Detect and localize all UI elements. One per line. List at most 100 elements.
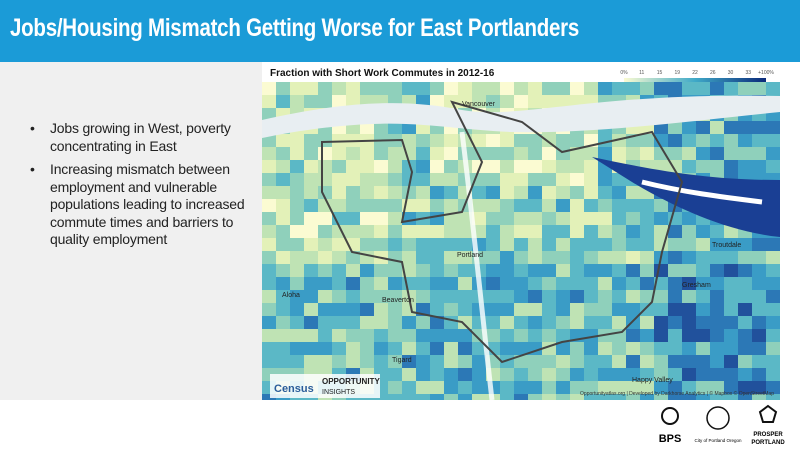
map-cell bbox=[612, 316, 626, 329]
map-cell bbox=[318, 342, 332, 355]
map-cell bbox=[430, 225, 444, 238]
map-cell bbox=[290, 264, 304, 277]
map-cell bbox=[626, 238, 640, 251]
map-cell bbox=[682, 316, 696, 329]
map-cell bbox=[388, 173, 402, 186]
map-cell bbox=[416, 394, 430, 400]
map-cell bbox=[766, 290, 780, 303]
map-cell bbox=[318, 290, 332, 303]
map-cell bbox=[388, 225, 402, 238]
map-cell bbox=[514, 225, 528, 238]
map-cell bbox=[668, 134, 682, 147]
map-cell bbox=[696, 264, 710, 277]
map-cell bbox=[682, 251, 696, 264]
map-cell bbox=[276, 355, 290, 368]
map-cell bbox=[500, 394, 514, 400]
map-cell bbox=[668, 225, 682, 238]
map-cell bbox=[290, 95, 304, 108]
map-cell bbox=[290, 316, 304, 329]
map-cell bbox=[528, 173, 542, 186]
map-cell bbox=[416, 342, 430, 355]
map-cell bbox=[402, 303, 416, 316]
map-cell bbox=[682, 329, 696, 342]
map-cell bbox=[318, 160, 332, 173]
map-cell bbox=[262, 394, 276, 400]
map-cell bbox=[500, 82, 514, 95]
map-cell bbox=[696, 134, 710, 147]
map-cell bbox=[318, 95, 332, 108]
map-cell bbox=[738, 342, 752, 355]
map-cell bbox=[430, 290, 444, 303]
map-cell bbox=[500, 173, 514, 186]
map-cell bbox=[332, 134, 346, 147]
map-cell bbox=[528, 186, 542, 199]
map-cell bbox=[584, 264, 598, 277]
map-cell bbox=[556, 303, 570, 316]
map-cell bbox=[346, 355, 360, 368]
map-cell bbox=[262, 355, 276, 368]
map-cell bbox=[528, 199, 542, 212]
map-cell bbox=[556, 134, 570, 147]
footer-logos: BPS City of Portland Oregon PROSPER PORT… bbox=[659, 404, 785, 446]
map-cell bbox=[416, 134, 430, 147]
map-cell bbox=[710, 134, 724, 147]
legend-bar bbox=[624, 78, 766, 82]
map-cell bbox=[444, 199, 458, 212]
map-cell bbox=[486, 95, 500, 108]
map-cell bbox=[318, 82, 332, 95]
map-cell bbox=[528, 238, 542, 251]
map-cell bbox=[514, 381, 528, 394]
map-cell bbox=[304, 147, 318, 160]
map-cell bbox=[514, 251, 528, 264]
place-label: Tigard bbox=[392, 357, 412, 364]
map-cell bbox=[654, 316, 668, 329]
map-cell bbox=[710, 290, 724, 303]
map-cell bbox=[626, 290, 640, 303]
map-cell bbox=[388, 329, 402, 342]
city-boundary bbox=[321, 100, 684, 364]
map-cell bbox=[262, 264, 276, 277]
map-cell bbox=[654, 160, 668, 173]
map-cell bbox=[528, 290, 542, 303]
map-cell bbox=[514, 342, 528, 355]
map-cell bbox=[682, 134, 696, 147]
map-cell bbox=[332, 290, 346, 303]
map-cell bbox=[388, 147, 402, 160]
map-cell bbox=[276, 225, 290, 238]
map-cell bbox=[556, 290, 570, 303]
map-cell bbox=[738, 368, 752, 381]
map-cell bbox=[318, 303, 332, 316]
place-label: Vancouver bbox=[462, 101, 496, 108]
map-cell bbox=[472, 394, 486, 400]
map-cell bbox=[262, 303, 276, 316]
map-cell bbox=[612, 134, 626, 147]
map-cell bbox=[262, 199, 276, 212]
place-label: Gresham bbox=[682, 282, 711, 289]
map-cell bbox=[724, 121, 738, 134]
map-cell bbox=[528, 82, 542, 95]
map-cell bbox=[402, 264, 416, 277]
map-cell bbox=[752, 394, 766, 400]
map-cell bbox=[472, 186, 486, 199]
map-cell bbox=[556, 95, 570, 108]
map-cell bbox=[402, 82, 416, 95]
map-cell bbox=[584, 199, 598, 212]
map-cell bbox=[710, 160, 724, 173]
map-cell bbox=[598, 277, 612, 290]
map-cell bbox=[318, 199, 332, 212]
map-cell bbox=[388, 199, 402, 212]
map-cell bbox=[318, 225, 332, 238]
map-cell bbox=[430, 82, 444, 95]
map-cell bbox=[402, 394, 416, 400]
map-cell bbox=[276, 160, 290, 173]
map-cell bbox=[710, 277, 724, 290]
map-cell bbox=[472, 342, 486, 355]
map-cell bbox=[612, 186, 626, 199]
map-cell bbox=[402, 160, 416, 173]
map-cell bbox=[696, 147, 710, 160]
legend-label: 33 bbox=[745, 70, 751, 76]
map-cell bbox=[542, 82, 556, 95]
bullet-list: Jobs growing in West, poverty concentrat… bbox=[30, 120, 245, 255]
map-cell bbox=[262, 290, 276, 303]
map-cell bbox=[262, 212, 276, 225]
